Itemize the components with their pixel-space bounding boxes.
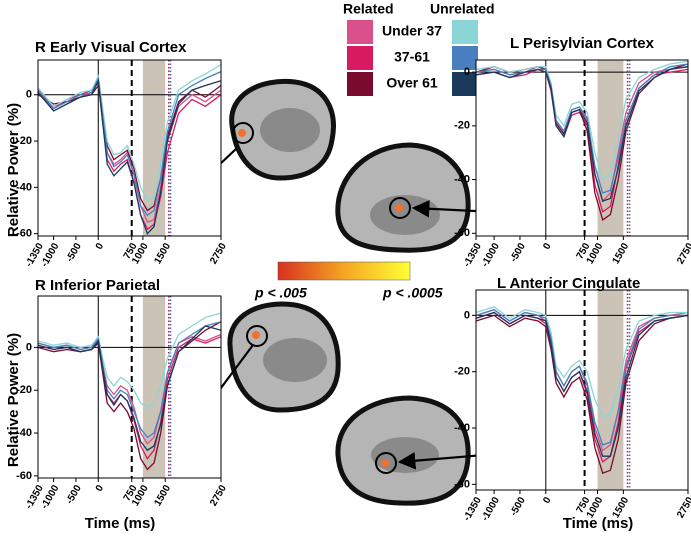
legend-swatch [452,46,478,70]
y-axis-label: Relative Power (%) [5,333,22,467]
colorbar-high: p < .0005 [382,285,443,301]
legend-swatch [347,46,373,70]
plot-area [38,60,221,236]
y-tick-label: -60 [454,478,470,490]
plot-area [476,60,688,236]
x-tick-label: 2750 [208,241,229,266]
brain-images [200,78,521,506]
plot-frame [37,59,222,237]
panel-title: R Early Visual Cortex [35,39,187,56]
y-tick-label: 0 [464,66,470,78]
x-tick-label: -500 [64,483,84,506]
x-tick-label: 0 [94,483,107,494]
legend-label: 37-61 [394,49,430,65]
x-tick-label: 2750 [675,495,691,520]
y-axis-label: Relative Power (%) [5,103,22,237]
legend-swatch [347,72,373,96]
x-tick-label: 0 [541,495,554,506]
series-line [475,306,688,418]
series-line [37,71,222,217]
panel-title: L Perisylvian Cortex [510,35,655,52]
series-line [37,81,222,231]
x-tick-label: 2750 [208,483,229,508]
plot-frame [475,289,689,491]
series-line [37,78,222,235]
legend-swatch [452,72,478,96]
colorbar [277,261,411,281]
panel-title: R Inferior Parietal [35,277,160,294]
y-tick-label: -40 [454,173,470,185]
x-axis-label: Time (ms) [85,515,156,532]
x-tick-label: 0 [94,241,107,252]
y-tick-label: -20 [454,120,470,132]
legend-label: Over 61 [386,75,438,91]
x-tick-label: -1000 [480,241,503,269]
series-line [37,321,222,439]
colorbar-low: p < .005 [254,285,307,301]
y-tick-label: -60 [16,470,32,482]
series-line [37,64,222,203]
y-tick-label: -60 [454,227,470,239]
y-tick-label: -20 [16,384,32,396]
y-tick-label: 0 [464,309,470,321]
x-tick-label: 1500 [611,241,632,266]
y-tick-label: -60 [16,228,32,240]
legend-swatch [452,20,478,44]
x-tick-label: -500 [64,241,84,264]
legend-group: Unrelated [430,1,495,17]
x-tick-label: 1500 [152,241,173,266]
series-line [37,312,222,409]
series-line [475,60,689,181]
plot-area [38,296,221,478]
x-tick-label: 2750 [675,241,691,266]
legend-group: Related [343,1,394,17]
series-line [475,311,689,457]
legend-swatch [347,20,373,44]
x-tick-label: -1000 [480,495,503,523]
plot-frame [37,295,222,479]
y-tick-label: 0 [26,341,32,353]
x-tick-label: -500 [508,495,528,518]
x-tick-label: -500 [508,241,528,264]
legend-label: Under 37 [382,23,442,39]
panel-title: L Anterior Cingulate [497,275,640,292]
series-line [475,66,689,202]
y-tick-label: -20 [16,135,32,147]
y-tick-label: 0 [26,89,32,101]
y-tick-label: -20 [454,366,470,378]
shaded-window [142,296,166,478]
y-tick-label: -40 [454,422,470,434]
series-line [475,308,688,446]
y-tick-label: -40 [16,427,32,439]
x-tick-label: 1500 [152,483,173,508]
x-tick-label: 0 [541,241,554,252]
series-line [37,325,222,452]
plot-frame [475,59,689,237]
y-tick-label: -40 [16,181,32,193]
series-line [475,314,689,474]
x-axis-label: Time (ms) [563,515,634,532]
